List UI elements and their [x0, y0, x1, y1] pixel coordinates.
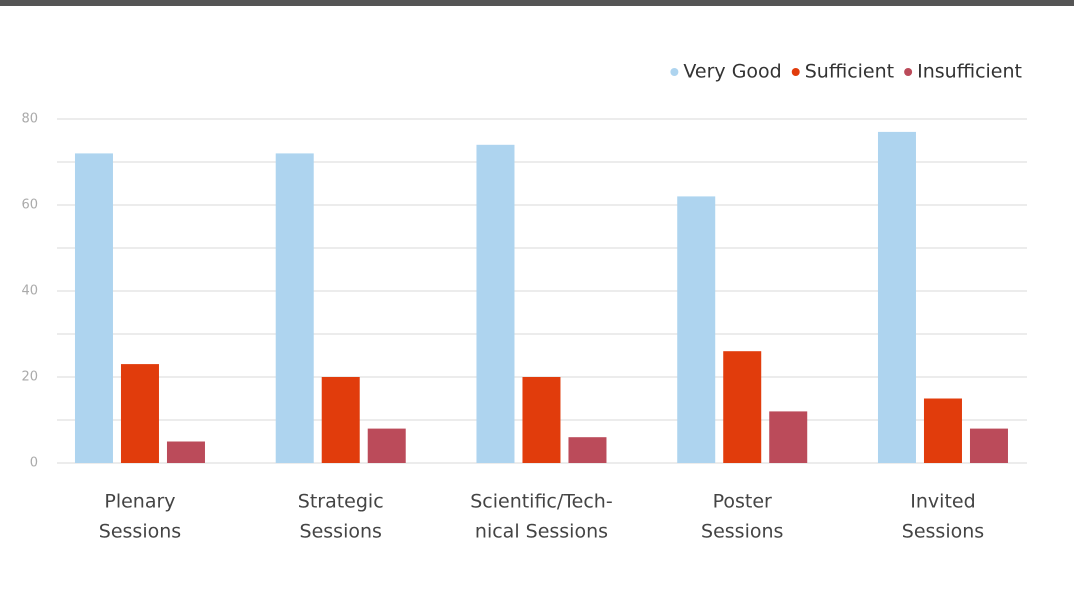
legend-label: Sufficient [805, 61, 894, 83]
y-tick-label: 0 [30, 456, 38, 471]
x-tick-label: Poster [713, 491, 772, 513]
bar [120, 364, 159, 463]
bar [166, 441, 205, 463]
bar [677, 196, 716, 463]
legend-marker [904, 68, 913, 76]
y-tick-label: 60 [21, 198, 38, 213]
x-tick-label: Sessions [902, 521, 984, 543]
legend-marker [791, 68, 800, 76]
bar [275, 153, 314, 463]
legend-label: Very Good [683, 61, 781, 83]
x-tick-label: Strategic [298, 491, 384, 513]
x-tick-label: Plenary [104, 491, 175, 513]
bar [74, 153, 113, 463]
top-bar [0, 0, 1074, 6]
bar [769, 411, 808, 463]
y-tick-label: 40 [21, 284, 38, 299]
x-tick-label: Sessions [701, 521, 783, 543]
bar [522, 377, 561, 463]
x-tick-label: Sessions [300, 521, 382, 543]
bar [723, 351, 762, 463]
bar [923, 398, 962, 463]
bar [877, 131, 916, 463]
bar [568, 437, 607, 463]
x-tick-label: nical Sessions [475, 521, 608, 543]
x-tick-label: Sessions [99, 521, 181, 543]
legend-label: Insufficient [917, 61, 1022, 83]
bar [321, 377, 360, 463]
x-tick-label: Invited [910, 491, 975, 513]
y-tick-label: 20 [21, 370, 38, 385]
x-tick-label: Scientific/Tech- [470, 491, 612, 513]
bar [476, 144, 515, 464]
legend-marker [670, 68, 679, 76]
bar [969, 428, 1008, 463]
bar [367, 428, 406, 463]
y-tick-label: 80 [21, 112, 38, 127]
